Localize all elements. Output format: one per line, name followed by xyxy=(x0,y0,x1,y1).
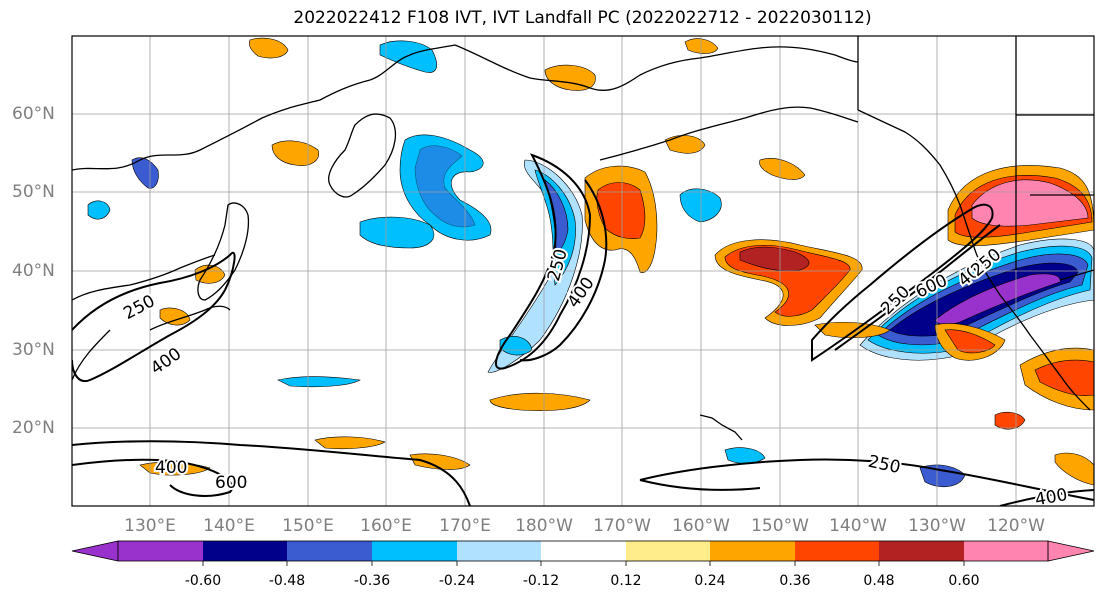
lon-label: 170°E xyxy=(439,516,491,536)
colorbar-tick-label: 0.12 xyxy=(610,573,642,589)
plot-area: 250 400 250 400 250 600 400 600 250 400 … xyxy=(72,36,1094,510)
lon-label: 140°E xyxy=(203,516,255,536)
colorbar-swatch xyxy=(457,541,541,561)
colorbar-tick-label: -0.24 xyxy=(438,573,476,589)
colorbar-swatch xyxy=(879,541,964,561)
colorbar-tick-label: 0.24 xyxy=(694,573,726,589)
lon-label: 120°W xyxy=(987,516,1045,536)
lat-label: 40°N xyxy=(12,261,55,281)
ivt-contours xyxy=(72,153,1094,506)
colorbar-swatch xyxy=(541,541,626,561)
lon-label: 170°W xyxy=(593,516,651,536)
lon-label: 130°E xyxy=(124,516,176,536)
colorbar xyxy=(71,540,1095,566)
lat-label: 20°N xyxy=(12,418,55,438)
lat-label: 60°N xyxy=(12,104,55,124)
colorbar-swatch xyxy=(964,541,1048,561)
contour-label: 600 xyxy=(215,473,247,493)
anomaly-shading xyxy=(87,37,1094,488)
colorbar-swatch xyxy=(118,541,203,561)
lon-label: 150°E xyxy=(282,516,334,536)
lon-label: 160°W xyxy=(672,516,730,536)
coastlines xyxy=(72,36,1094,441)
colorbar-swatch xyxy=(287,541,372,561)
colorbar-swatch xyxy=(795,541,879,561)
contour-label: 400 xyxy=(1034,485,1069,510)
colorbar-tick-label: -0.48 xyxy=(268,573,306,589)
lon-label: 140°W xyxy=(829,516,887,536)
colorbar-tick-label: -0.60 xyxy=(184,573,222,589)
lon-label: 180°W xyxy=(515,516,573,536)
colorbar-tick-label: -0.36 xyxy=(353,573,391,589)
colorbar-swatch xyxy=(203,541,287,561)
colorbar-swatch xyxy=(626,541,710,561)
lon-label: 160°E xyxy=(360,516,412,536)
contour-label: 400 xyxy=(155,458,187,478)
map-frame xyxy=(71,35,1095,507)
colorbar-tick-label: -0.12 xyxy=(522,573,560,589)
lon-label: 150°W xyxy=(751,516,809,536)
lon-label: 130°W xyxy=(908,516,966,536)
graticule xyxy=(72,36,1094,506)
colorbar-tick-label: 0.36 xyxy=(779,573,811,589)
colorbar-extend-low xyxy=(71,540,119,562)
colorbar-swatch xyxy=(710,541,795,561)
colorbar-swatch xyxy=(372,541,457,561)
colorbar-tick-label: 0.60 xyxy=(948,573,980,589)
colorbar-extend-high xyxy=(1047,540,1095,562)
map-title: 2022022412 F108 IVT, IVT Landfall PC (20… xyxy=(293,8,872,28)
lat-label: 50°N xyxy=(12,182,55,202)
colorbar-outline xyxy=(117,540,1049,562)
lat-label: 30°N xyxy=(12,340,55,360)
colorbar-tick-label: 0.48 xyxy=(863,573,895,589)
